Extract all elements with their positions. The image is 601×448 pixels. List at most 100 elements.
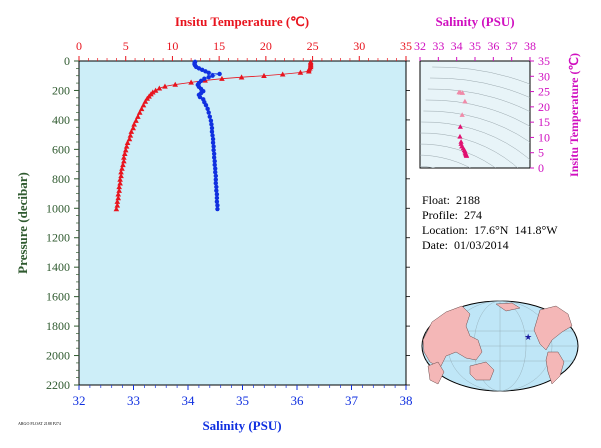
ts-salinity-tick-label: 33	[432, 39, 444, 53]
density-contour	[420, 132, 519, 168]
temperature-point	[118, 173, 124, 179]
ts-point	[459, 90, 466, 95]
temperature-point	[219, 75, 225, 81]
salinity-point	[210, 136, 216, 142]
temperature-point	[115, 195, 122, 201]
salinity-point	[206, 70, 211, 75]
salinity-point	[206, 75, 211, 80]
ts-temperature-tick-label: 10	[538, 130, 550, 144]
temperature-point	[140, 102, 147, 108]
density-contour	[432, 66, 530, 85]
temperature-point	[117, 180, 123, 186]
temperature-point	[135, 113, 141, 119]
temperature-tick-label: 30	[353, 39, 365, 53]
float-location-marker: ★	[524, 332, 532, 342]
temperature-tick-label: 10	[166, 39, 178, 53]
salinity-point	[213, 177, 218, 182]
salinity-point	[207, 114, 212, 119]
temperature-point	[130, 125, 136, 131]
temperature-tick-label: 20	[260, 39, 272, 53]
float-id: Float: 2188	[422, 193, 481, 207]
salinity-point	[211, 147, 216, 153]
salinity-point	[210, 73, 215, 78]
salinity-tick-label: 32	[73, 393, 86, 408]
ts-diagram-background	[419, 60, 531, 169]
temperature-point	[122, 147, 129, 153]
density-contour	[420, 154, 471, 168]
temperature-point	[124, 139, 131, 145]
temperature-point	[136, 109, 143, 115]
pressure-tick-label: 800	[52, 172, 70, 186]
pressure-tick-label: 1600	[46, 290, 70, 304]
salinity-point	[205, 106, 210, 112]
temperature-point	[118, 169, 124, 175]
temperature-point	[123, 143, 130, 149]
ts-salinity-tick-label: 34	[451, 39, 463, 53]
temperature-point	[162, 83, 168, 89]
salinity-point	[213, 173, 218, 179]
location-map: ★	[421, 300, 579, 392]
ts-salinity-axis-label: Salinity (PSU)	[435, 14, 514, 29]
temperature-point	[114, 198, 121, 204]
pressure-tick-label: 400	[52, 113, 70, 127]
pressure-tick-label: 2000	[46, 349, 70, 363]
temperature-point	[138, 106, 145, 112]
temperature-point	[188, 79, 194, 85]
ts-temperature-tick-label: 30	[538, 69, 550, 83]
temperature-tick-label: 5	[123, 39, 129, 53]
salinity-point	[209, 122, 214, 127]
ts-points	[456, 89, 470, 158]
salinity-point	[209, 125, 215, 131]
profile-date: Date: 01/03/2014	[422, 238, 509, 252]
temperature-point	[156, 85, 163, 91]
salinity-axis-label: Salinity (PSU)	[202, 418, 281, 433]
salinity-tick-label: 33	[127, 393, 140, 408]
salinity-point	[213, 181, 218, 186]
float-info-panel: Float: 2188 Profile: 274 Location: 17.6°…	[422, 193, 558, 253]
ts-salinity-tick-label: 35	[469, 39, 481, 53]
salinity-point	[214, 199, 220, 204]
pressure-tick-label: 2200	[46, 378, 70, 392]
salinity-point	[203, 102, 209, 108]
profile-plot: 0 5 10 15 20 25 30 35 32 33 34 35 36 37 38 0 200 400 600 80…	[15, 14, 413, 433]
density-contour	[420, 143, 496, 168]
salinity-point	[214, 188, 219, 193]
density-contour	[425, 99, 530, 127]
salinity-point	[213, 169, 218, 175]
temperature-tick-label: 0	[76, 39, 82, 53]
temperature-point	[126, 136, 133, 142]
salinity-point	[211, 151, 217, 156]
pressure-tick-label: 200	[52, 83, 70, 97]
temperature-point	[172, 81, 179, 87]
temperature-point	[121, 158, 127, 164]
salinity-point	[217, 71, 222, 77]
temperature-point	[144, 95, 151, 101]
temperature-tick-label: 15	[213, 39, 225, 53]
float-location: Location: 17.6°N 141.8°W	[422, 223, 558, 237]
density-contour	[421, 121, 530, 161]
pressure-tick-label: 1000	[46, 201, 70, 215]
salinity-point	[202, 76, 207, 81]
footer-note: ARGO FLOAT 2188 P274	[18, 421, 61, 426]
temperature-point	[114, 202, 121, 208]
density-contour	[420, 165, 436, 168]
profile-number: Profile: 274	[422, 208, 482, 222]
salinity-point	[199, 67, 205, 73]
temperature-point	[119, 165, 125, 171]
salinity-point	[213, 166, 218, 171]
temperature-point	[152, 87, 159, 93]
salinity-point	[211, 144, 216, 149]
temperature-point	[133, 117, 139, 123]
salinity-point	[211, 155, 217, 160]
ts-density-contours	[420, 66, 530, 168]
ts-temperature-tick-label: 15	[538, 115, 550, 129]
temperature-point	[116, 187, 122, 193]
salinity-tick-label: 35	[236, 393, 249, 408]
ts-point	[459, 112, 465, 117]
ts-temperature-tick-label: 0	[538, 161, 544, 175]
salinity-point	[214, 195, 220, 201]
ts-point	[457, 124, 463, 129]
salinity-point	[210, 140, 216, 145]
